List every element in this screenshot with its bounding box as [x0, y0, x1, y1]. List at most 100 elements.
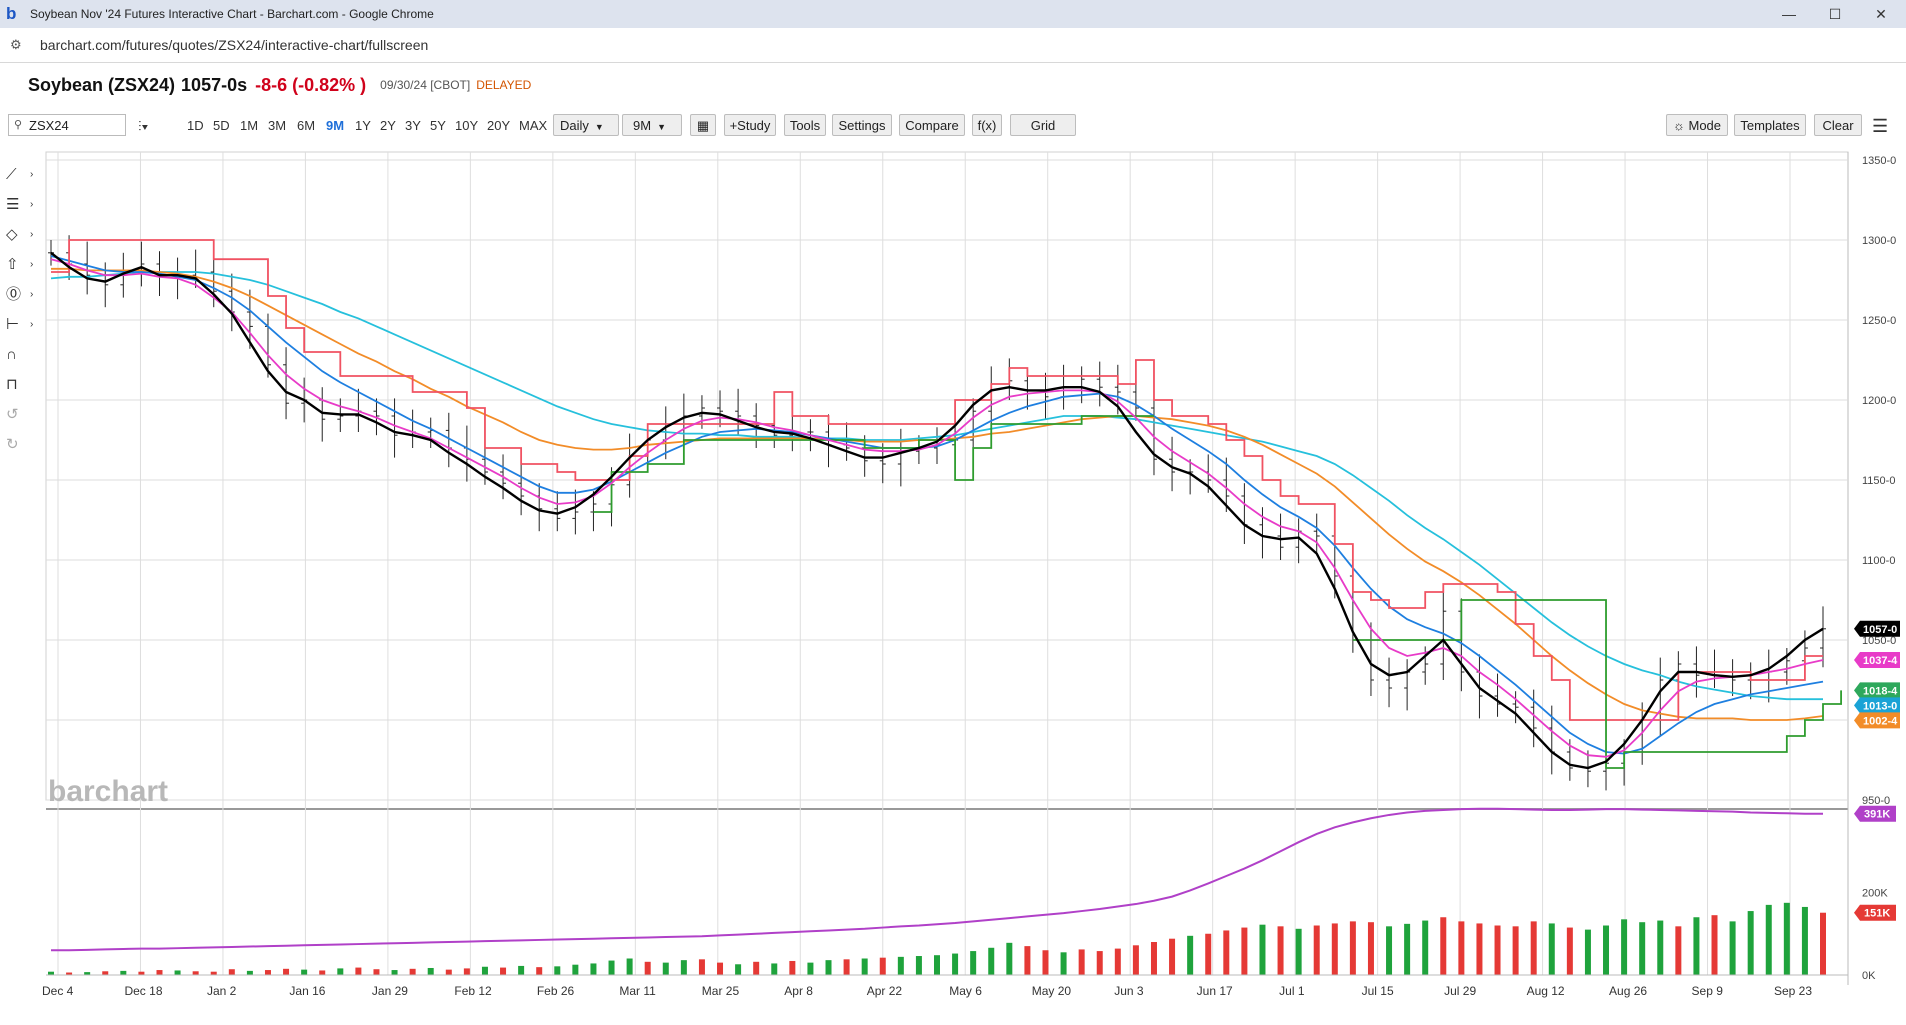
- date-tick-label: Aug 12: [1527, 984, 1565, 998]
- add-study-button[interactable]: +Study: [724, 114, 776, 136]
- volume-bar: [1205, 933, 1212, 975]
- period-10y[interactable]: 10Y: [455, 118, 479, 133]
- chart-type-icon[interactable]: ⫶▾: [138, 118, 149, 134]
- function-button[interactable]: f(x): [972, 114, 1002, 136]
- annotation-tool-icon[interactable]: ⓪ ›: [6, 286, 34, 303]
- volume-bar: [1603, 925, 1610, 975]
- volume-bar: [735, 964, 742, 975]
- volume-bar: [1512, 926, 1519, 975]
- settings-button[interactable]: Settings: [832, 114, 892, 136]
- period-1m[interactable]: 1M: [240, 118, 259, 133]
- volume-bar: [572, 964, 579, 975]
- volume-bar: [1422, 920, 1429, 975]
- volume-bar: [1584, 929, 1591, 975]
- overlay-line: [51, 267, 1824, 721]
- arrow-tool-icon[interactable]: ⇧ ›: [6, 256, 34, 273]
- maximize-button[interactable]: ☐: [1828, 5, 1842, 22]
- volume-bar: [1693, 917, 1700, 975]
- measure-tool-icon[interactable]: ⊢ ›: [6, 316, 34, 333]
- volume-bar: [1458, 921, 1465, 975]
- compare-button[interactable]: Compare: [899, 114, 965, 136]
- last-price-badge-label: 1002-4: [1863, 715, 1898, 727]
- period-1d[interactable]: 1D: [187, 118, 204, 133]
- templates-button[interactable]: Templates: [1734, 114, 1806, 136]
- volume-bar: [355, 967, 362, 975]
- period-20y[interactable]: 20Y: [487, 118, 511, 133]
- volume-bar: [1476, 923, 1483, 975]
- range-select[interactable]: 9M ▼: [622, 114, 682, 136]
- volume-bar: [1747, 911, 1754, 975]
- volume-bar: [698, 959, 705, 975]
- volume-bar: [427, 967, 434, 975]
- price-tick-label: 950-0: [1862, 795, 1890, 807]
- browser-title-bar: b Soybean Nov '24 Futures Interactive Ch…: [0, 0, 1906, 28]
- volume-bar: [879, 957, 886, 975]
- url-text[interactable]: barchart.com/futures/quotes/ZSX24/intera…: [40, 37, 429, 53]
- volume-bar: [228, 969, 235, 975]
- period-9m[interactable]: 9M: [326, 118, 345, 133]
- period-5d[interactable]: 5D: [213, 118, 230, 133]
- date-tick-label: Apr 22: [867, 984, 903, 998]
- price-tick-label: 1250-0: [1862, 315, 1896, 327]
- period-3y[interactable]: 3Y: [405, 118, 421, 133]
- volume-bar: [337, 968, 344, 975]
- last-price-badge: [1854, 697, 1900, 714]
- minimize-button[interactable]: —: [1782, 6, 1796, 22]
- fib-tool-icon[interactable]: ☰ ›: [6, 196, 34, 213]
- period-5y[interactable]: 5Y: [430, 118, 446, 133]
- volume-bar: [66, 972, 73, 975]
- volume-bar: [1024, 946, 1031, 975]
- volume-bar: [1820, 912, 1826, 975]
- volume-bar: [1150, 942, 1157, 975]
- symbol-input[interactable]: ⚲ ZSX24: [8, 114, 126, 136]
- volume-bar: [192, 971, 199, 975]
- address-bar[interactable]: ⚙ barchart.com/futures/quotes/ZSX24/inte…: [0, 28, 1906, 63]
- volume-bar: [1042, 950, 1049, 975]
- volume-bar: [1241, 927, 1248, 975]
- volume-bar: [554, 966, 561, 975]
- volume-bar: [1440, 917, 1447, 975]
- volume-bar: [1783, 902, 1790, 975]
- calendar-button[interactable]: ▦: [690, 114, 716, 136]
- close-window-button[interactable]: ✕: [1875, 5, 1887, 22]
- overlay-line: [50, 251, 1824, 770]
- shape-tool-icon[interactable]: ◇ ›: [6, 226, 34, 243]
- volume-bar: [1295, 928, 1302, 975]
- volume-bar: [915, 956, 922, 975]
- last-price-badge: [1854, 712, 1900, 729]
- site-info-icon[interactable]: ⚙: [10, 37, 22, 52]
- date-tick-label: May 20: [1032, 984, 1072, 998]
- volume-bar: [373, 969, 380, 975]
- redo-icon[interactable]: ↻: [6, 436, 19, 453]
- mode-button[interactable]: ☼ Mode: [1666, 114, 1728, 136]
- last-price-badge-label: 1037-4: [1863, 655, 1898, 667]
- volume-badge: [1854, 904, 1896, 921]
- volume-bar: [1277, 926, 1284, 975]
- period-2y[interactable]: 2Y: [380, 118, 396, 133]
- menu-icon[interactable]: ☰: [1872, 116, 1889, 136]
- chevron-down-icon: ▼: [594, 122, 604, 132]
- volume-bar: [1657, 920, 1664, 975]
- overlay-line: [593, 415, 1842, 769]
- line-tool-icon[interactable]: ⟋ ›: [6, 166, 34, 183]
- clear-button[interactable]: Clear: [1814, 114, 1862, 136]
- tools-button[interactable]: Tools: [784, 114, 826, 136]
- grid-button[interactable]: Grid: [1010, 114, 1076, 136]
- undo-icon[interactable]: ↺: [6, 406, 19, 423]
- period-3m[interactable]: 3M: [268, 118, 287, 133]
- price-pane-frame: [45, 151, 1849, 801]
- date-tick-label: Sep 23: [1774, 984, 1812, 998]
- quote-date: 09/30/24 [CBOT]: [380, 78, 471, 92]
- interval-select[interactable]: Daily ▼: [553, 114, 619, 136]
- date-tick-label: Sep 9: [1692, 984, 1724, 998]
- volume-bar: [1765, 904, 1772, 975]
- magnet-icon[interactable]: ∩: [6, 346, 17, 363]
- lock-icon[interactable]: ⊓: [6, 376, 18, 393]
- price-chart[interactable]: 950-01000-01050-01100-01150-01200-01250-…: [0, 140, 1906, 1020]
- volume-bar: [843, 959, 850, 975]
- period-max[interactable]: MAX: [519, 118, 548, 133]
- period-6m[interactable]: 6M: [297, 118, 316, 133]
- period-1y[interactable]: 1Y: [355, 118, 371, 133]
- price-tick-label: 1350-0: [1862, 155, 1896, 167]
- volume-bar: [970, 951, 977, 975]
